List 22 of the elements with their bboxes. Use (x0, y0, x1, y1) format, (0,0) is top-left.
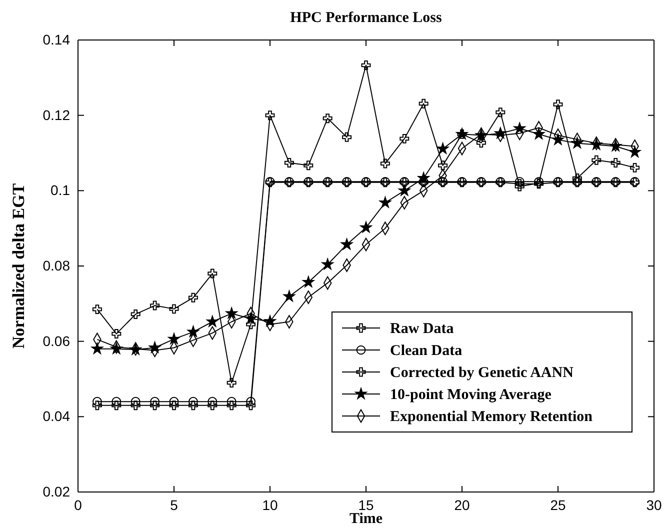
legend-label: Clean Data (390, 343, 463, 359)
chart-title: HPC Performance Loss (290, 10, 442, 26)
legend-label: Raw Data (390, 321, 454, 337)
legend-label: Corrected by Genetic AANN (390, 365, 574, 381)
x-tick-label: 5 (170, 496, 178, 513)
x-tick-label: 30 (646, 496, 662, 513)
y-tick-label: 0.08 (42, 257, 70, 274)
x-tick-label: 25 (550, 496, 566, 513)
y-axis-title: Normalized delta EGT (9, 182, 28, 349)
legend-label: Exponential Memory Retention (390, 409, 594, 425)
x-axis-title: Time (349, 511, 383, 527)
x-tick-label: 15 (358, 496, 374, 513)
x-tick-label: 10 (262, 496, 278, 513)
y-tick-label: 0.14 (42, 31, 70, 48)
y-tick-label: 0.12 (42, 106, 70, 123)
y-tick-label: 0.02 (42, 483, 70, 500)
y-tick-label: 0.1 (50, 182, 70, 198)
x-tick-label: 0 (74, 496, 82, 513)
x-tick-label: 20 (454, 496, 470, 513)
legend-label: 10-point Moving Average (390, 387, 552, 403)
y-tick-label: 0.04 (42, 408, 70, 424)
y-tick-label: 0.06 (42, 332, 70, 349)
